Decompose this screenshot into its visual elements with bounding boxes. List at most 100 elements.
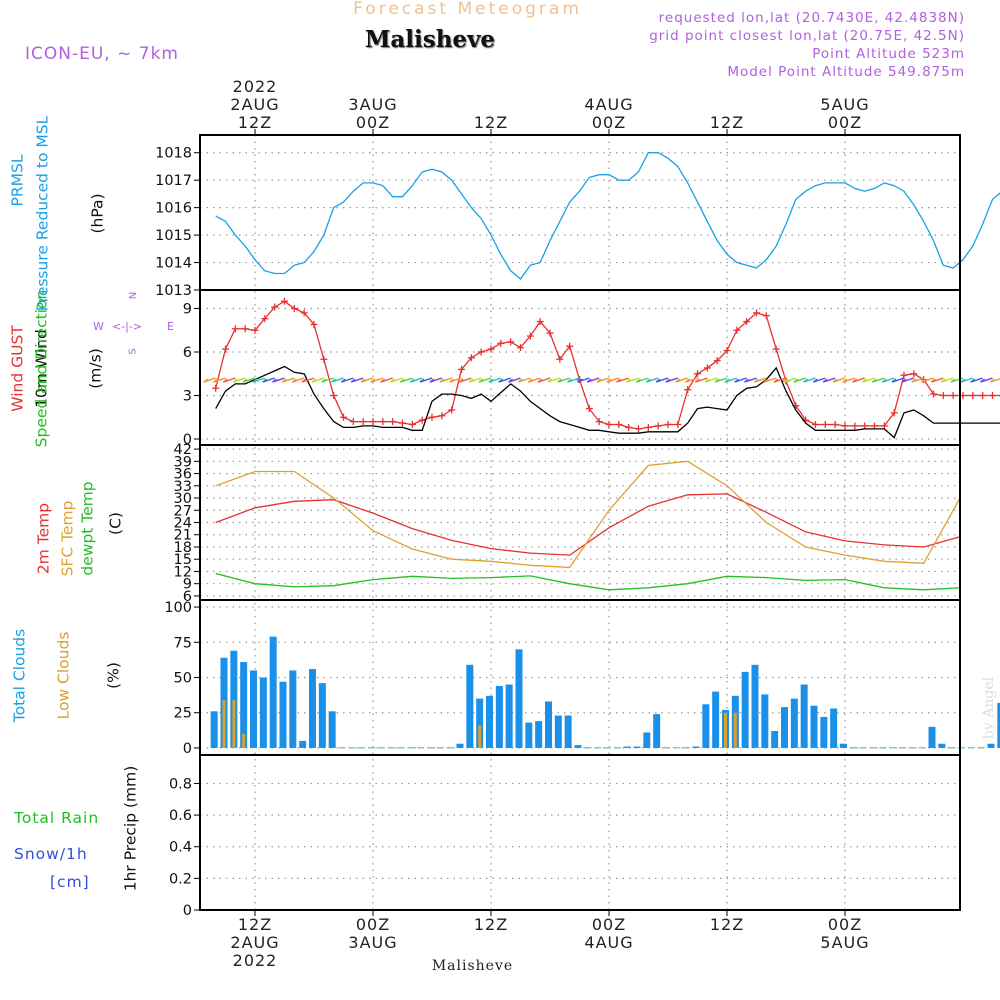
wind-direction-arrow [390, 378, 395, 383]
total-clouds-bar [554, 715, 562, 748]
bottom-day-label: 2AUG [230, 933, 280, 952]
panel-frame [199, 134, 961, 291]
y-tick-label: 33 [174, 479, 192, 495]
y-tick-label: 27 [174, 503, 192, 519]
total-clouds-bar [663, 746, 670, 749]
total-clouds-bar [790, 698, 798, 748]
total-clouds-bar [427, 746, 434, 749]
total-clouds-bar [358, 746, 366, 749]
wind-direction-arrow [714, 378, 720, 383]
wind-direction-arrow [232, 378, 238, 383]
total-clouds-bar [318, 683, 326, 748]
total-clouds-bar [889, 746, 897, 749]
wind-direction-arrow [281, 378, 287, 383]
y-tick-label: 0 [183, 432, 192, 448]
total-clouds-bar [948, 746, 956, 749]
wind-direction-arrow [901, 378, 907, 383]
wind-gust-line [215, 300, 1000, 430]
wind-direction-arrow [970, 378, 976, 383]
total-clouds-bar [259, 677, 267, 748]
wind-direction-arrow [380, 378, 386, 383]
total-clouds-bar [377, 746, 385, 749]
wind-direction-arrow [989, 378, 995, 383]
wind-direction-arrow [498, 378, 504, 383]
total-clouds-bar [545, 701, 552, 748]
wind-direction-arrow [517, 378, 523, 383]
wind-direction-arrow [262, 378, 268, 383]
total-clouds-bar [269, 636, 277, 748]
total-clouds-bar [879, 746, 887, 749]
wind-direction-arrow [911, 378, 917, 383]
total-clouds-bar [486, 695, 493, 748]
y-tick-label: 75 [174, 635, 192, 651]
total-clouds-bar [810, 705, 818, 748]
wind-direction-arrow [812, 378, 818, 383]
y-tick-label: 1015 [155, 228, 192, 244]
low-clouds-bar [478, 725, 482, 748]
wind-unit: (m/s) [86, 348, 105, 389]
wind-direction-arrow [478, 378, 484, 383]
wind-direction-arrow [852, 378, 858, 383]
wind-gust-label: Wind GUST [8, 325, 27, 412]
total-clouds-bar [830, 708, 838, 748]
total-clouds-bar [633, 746, 641, 748]
station-title: Malisheve [364, 26, 496, 53]
total-clouds-bar [387, 746, 395, 749]
wind-direction-arrow [645, 378, 651, 383]
total-clouds-bar [505, 684, 513, 748]
wind-direction-arrow [439, 378, 445, 383]
total-clouds-bar [407, 746, 415, 749]
wind-direction-arrow [458, 378, 464, 383]
wind-direction-arrow [704, 378, 710, 383]
total-clouds-bar [977, 746, 985, 749]
wind-direction-arrow [685, 378, 690, 383]
low-clouds-bar [733, 712, 737, 748]
wind-direction-arrow [921, 378, 926, 383]
wind-10m-line [215, 365, 1000, 439]
wind-direction-arrow [370, 378, 376, 383]
total-clouds-bar [958, 746, 965, 749]
total-clouds-bar [397, 746, 405, 749]
precip-total-rain-label: Total Rain [14, 809, 100, 827]
bottom-hour-label: 12Z [709, 915, 745, 934]
total-clouds-bar [800, 684, 808, 748]
wind-direction-arrow [272, 378, 277, 383]
low-clouds-bar [222, 700, 226, 748]
y-tick-label: 36 [174, 467, 192, 483]
temp-2m-label: 2m Temp [34, 502, 53, 575]
wind-direction-arrow [222, 378, 228, 383]
total-clouds-bar [987, 743, 995, 748]
total-clouds-bar [938, 743, 946, 748]
wind-direction-arrow [960, 378, 966, 383]
bottom-day-label: 5AUG [820, 933, 870, 952]
wind-direction-arrow [596, 378, 602, 383]
compass-w: W [93, 320, 104, 333]
wind-direction-arrow [793, 378, 799, 383]
total-clouds-bar [594, 746, 602, 749]
wind-direction-arrow [763, 378, 769, 383]
wind-direction-arrow [753, 378, 759, 383]
top-hour-label: 00Z [591, 113, 627, 132]
total-clouds-bar [436, 746, 444, 749]
bottom-day-label: 4AUG [584, 933, 634, 952]
clouds-unit: (%) [104, 662, 123, 689]
y-tick-label: 18 [174, 540, 192, 556]
total-clouds-bar [456, 743, 464, 748]
y-tick-label: 100 [164, 600, 192, 616]
wind-direction-arrow [616, 378, 622, 383]
compass-n: N [128, 291, 140, 300]
total-clouds-bar [279, 681, 287, 748]
total-clouds-bar [466, 664, 474, 748]
y-tick-label: 1014 [155, 256, 192, 272]
wind-direction-arrow [252, 378, 258, 383]
wind-direction-arrow [527, 378, 533, 383]
total-clouds-bar [210, 711, 218, 748]
total-clouds-bar [584, 746, 592, 749]
wind-direction-arrow [586, 378, 592, 383]
total-clouds-bar [859, 746, 867, 749]
compass-e: E [167, 320, 174, 333]
y-tick-label: 30 [174, 491, 192, 507]
clouds-total-label: Total Clouds [10, 628, 29, 723]
watermark: by Angel [981, 676, 998, 740]
bottom-hour-label: 00Z [591, 915, 627, 934]
